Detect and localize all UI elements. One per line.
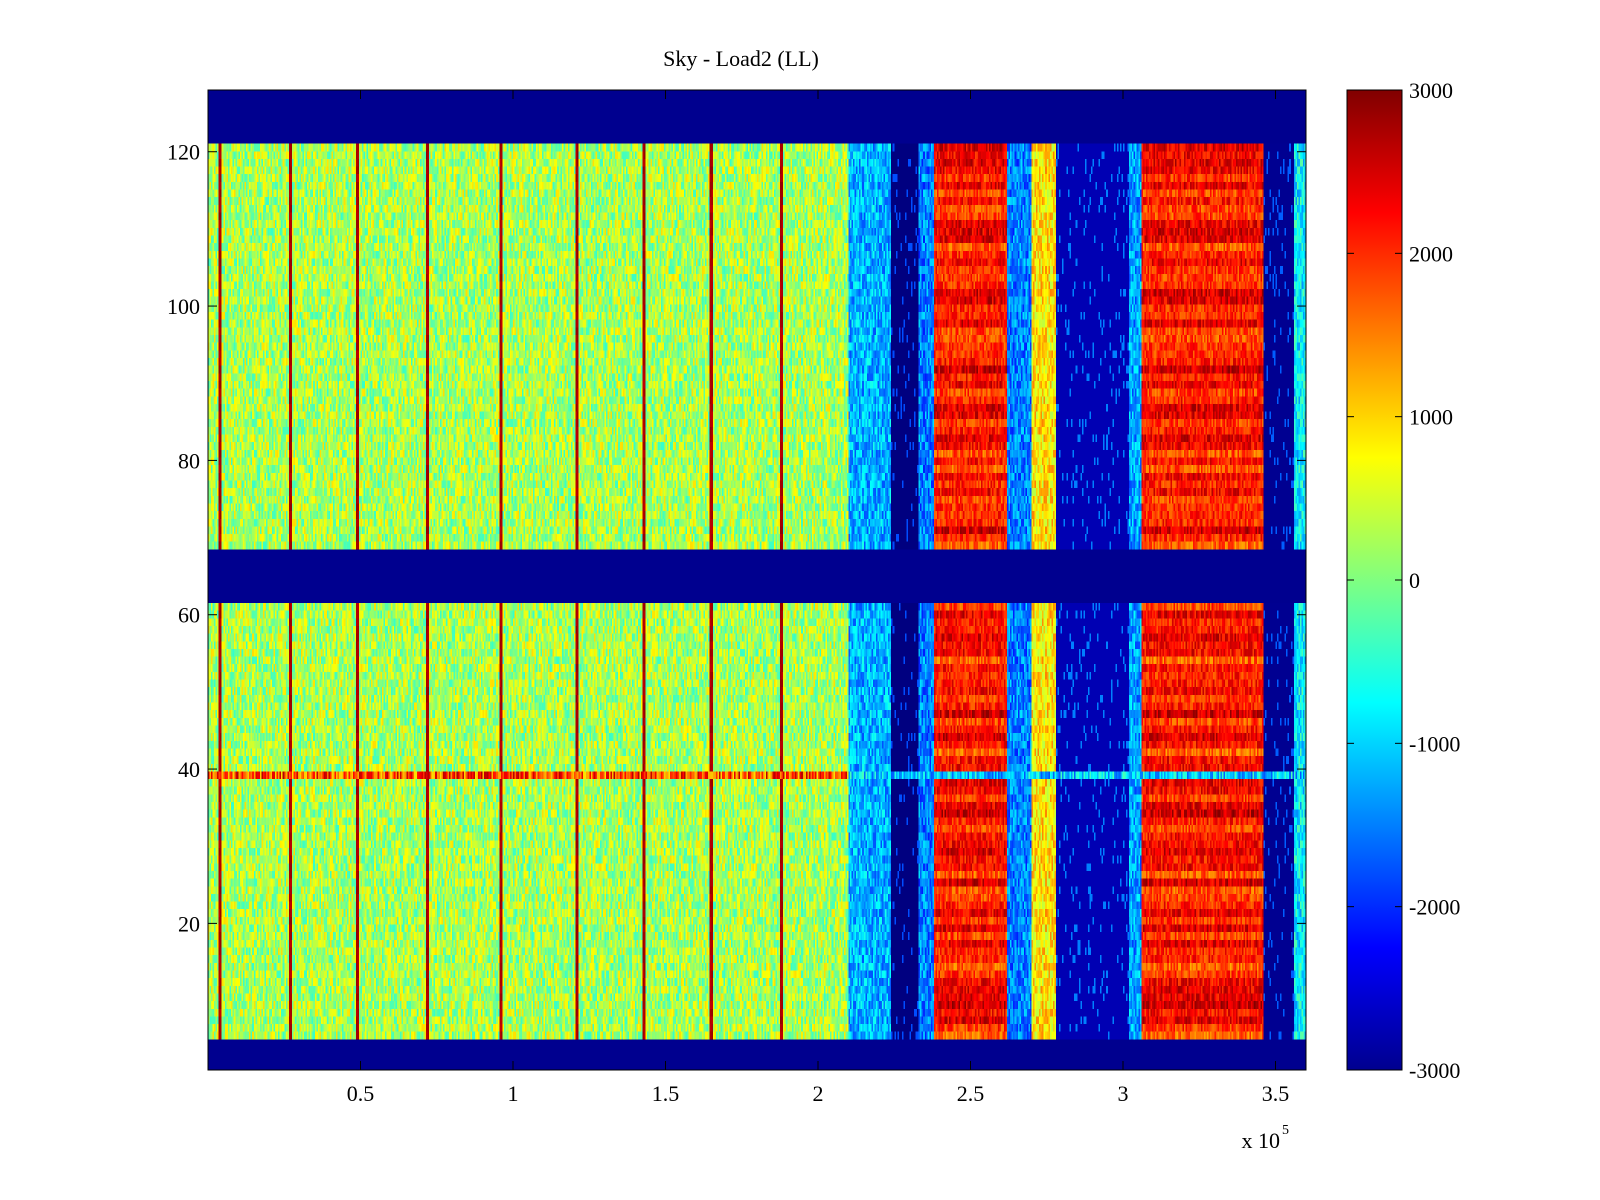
colorbar-tick-label: -3000 — [1409, 1058, 1460, 1083]
y-axis: 20 40 60 80 100 120 — [167, 140, 1306, 936]
x-axis: 0.5 1 1.5 2 2.5 3 3.5 — [347, 90, 1290, 1106]
x-tick-label: 0.5 — [347, 1081, 375, 1106]
x-tick-label: 1.5 — [652, 1081, 680, 1106]
colorbar-tick-label: 2000 — [1409, 241, 1453, 266]
colorbar: 3000 2000 1000 0 -1000 -2000 -3000 — [1346, 78, 1460, 1083]
y-tick-label: 40 — [178, 757, 200, 782]
y-tick-label: 20 — [178, 911, 200, 936]
heatmap-image — [208, 90, 1306, 1070]
x-multiplier-exponent: 5 — [1282, 1123, 1289, 1138]
x-tick-label: 3.5 — [1262, 1081, 1290, 1106]
x-tick-label: 3 — [1118, 1081, 1129, 1106]
y-tick-label: 100 — [167, 294, 200, 319]
colorbar-gradient — [1346, 89, 1403, 1071]
x-tick-label: 2 — [813, 1081, 824, 1106]
x-tick-label: 1 — [508, 1081, 519, 1106]
colorbar-tick-label: -1000 — [1409, 731, 1460, 756]
plot-area — [207, 89, 1307, 1071]
colorbar-tick-label: -2000 — [1409, 895, 1460, 920]
x-multiplier-label: x 10 — [1242, 1128, 1281, 1153]
y-tick-label: 60 — [178, 603, 200, 628]
colorbar-tick-label: 3000 — [1409, 78, 1453, 103]
chart-title: Sky - Load2 (LL) — [663, 46, 819, 71]
colorbar-tick-label: 0 — [1409, 568, 1420, 593]
y-tick-label: 120 — [167, 140, 200, 165]
x-tick-label: 2.5 — [957, 1081, 985, 1106]
plot-frame — [207, 89, 1307, 1071]
colorbar-tick-label: 1000 — [1409, 405, 1453, 430]
y-tick-label: 80 — [178, 448, 200, 473]
